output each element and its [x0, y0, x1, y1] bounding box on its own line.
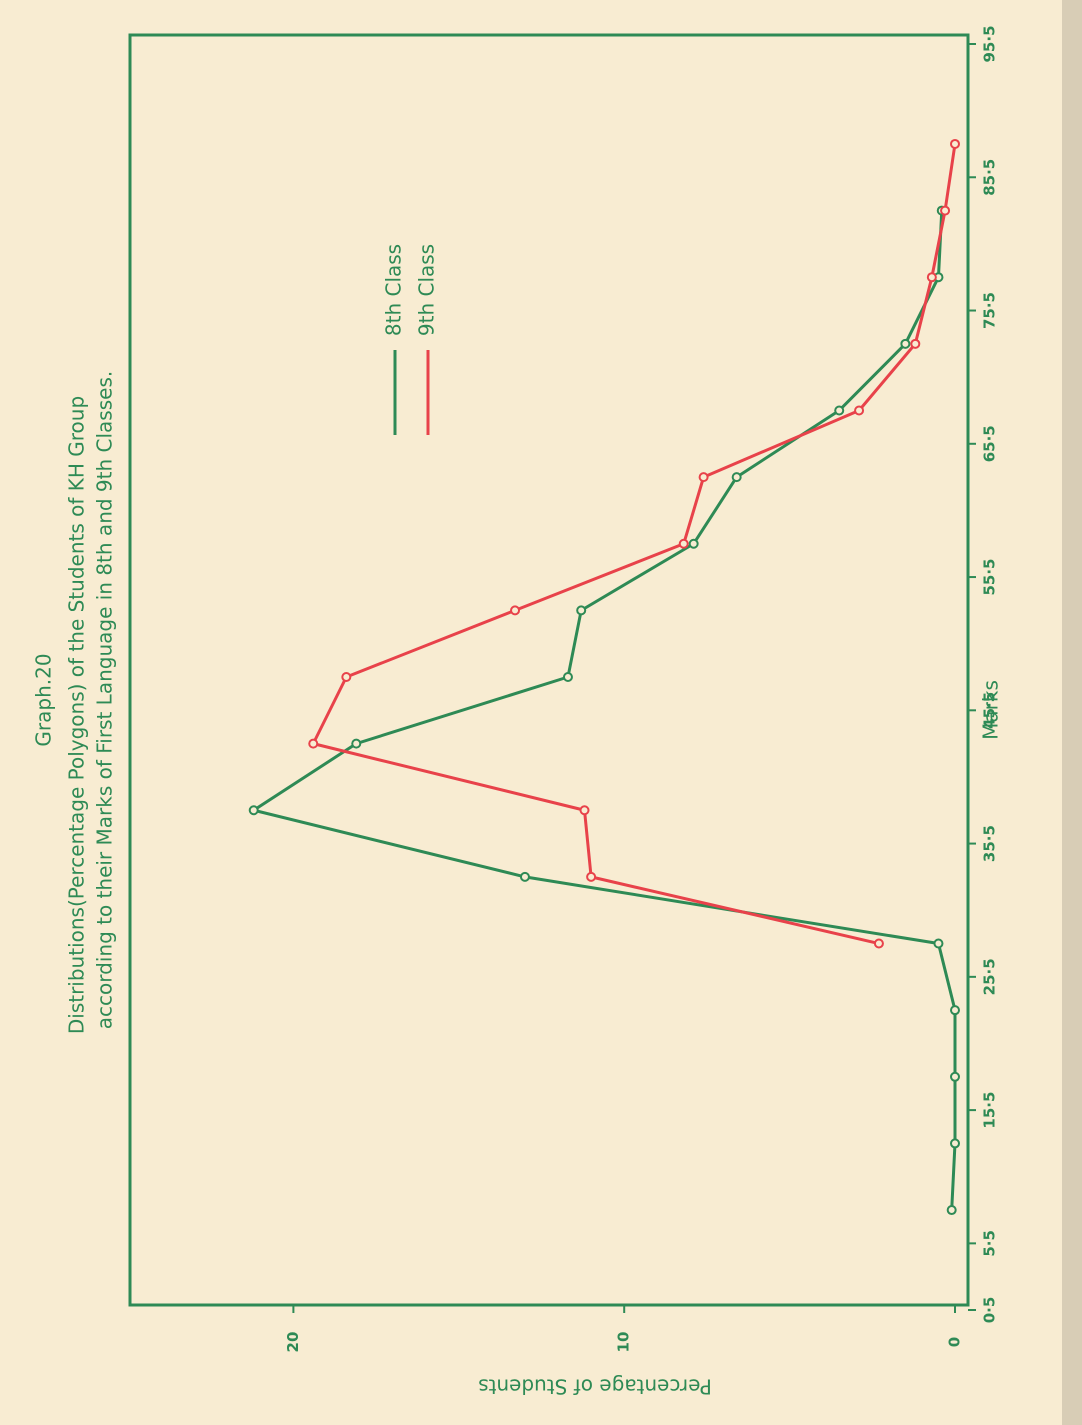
data-point	[950, 1071, 960, 1082]
data-point	[510, 605, 521, 616]
data-point	[854, 405, 865, 416]
data-point	[933, 938, 944, 949]
x-axis-label: Marks	[979, 680, 1003, 740]
chart-subtitle: Distributions(Percentage Polygons) of th…	[65, 396, 89, 1034]
data-point	[248, 805, 259, 816]
y-tick-label: 0	[946, 1337, 964, 1347]
legend-label: 9th Class	[415, 244, 439, 336]
series-line	[252, 210, 957, 1211]
data-point	[308, 738, 319, 749]
data-point	[940, 205, 951, 216]
data-point	[950, 1138, 960, 1149]
data-point	[519, 871, 530, 882]
data-point	[341, 672, 352, 682]
data-point	[926, 272, 937, 283]
x-tick-label: 95·5	[981, 25, 999, 62]
data-point	[834, 405, 845, 416]
data-point	[910, 338, 921, 349]
y-tick-label: 10	[615, 1332, 633, 1353]
x-tick-label: 85·5	[981, 159, 999, 196]
x-tick-label: 15·5	[981, 1092, 999, 1129]
data-point	[873, 938, 884, 949]
x-tick-label: 5·5	[981, 1230, 999, 1257]
data-point	[586, 871, 597, 882]
data-point	[579, 805, 590, 816]
data-point	[950, 1005, 960, 1016]
page-edge	[1062, 0, 1082, 1425]
data-point	[576, 605, 587, 616]
data-point	[698, 472, 709, 483]
x-tick-label: 65·5	[981, 425, 999, 462]
x-tick-label: 75·5	[981, 292, 999, 329]
data-point	[731, 472, 742, 483]
x-tick-label: 35·5	[981, 825, 999, 862]
series-line	[311, 143, 957, 945]
data-point	[946, 1205, 957, 1216]
data-point	[950, 138, 960, 149]
x-tick-label: 0·5	[981, 1297, 999, 1324]
plot-frame	[128, 33, 970, 1307]
chart-subtitle: according to their Marks of First Langua…	[93, 371, 117, 1029]
data-point	[562, 672, 573, 682]
x-tick-label: 45·5	[981, 692, 999, 729]
data-point	[900, 338, 911, 349]
data-point	[688, 538, 699, 549]
y-tick-label: 20	[284, 1332, 302, 1353]
chart-title: Graph.20	[32, 653, 56, 746]
data-point	[678, 538, 689, 549]
legend-label: 8th Class	[382, 244, 406, 336]
data-point	[351, 738, 362, 749]
x-tick-label: 55·5	[981, 559, 999, 596]
y-axis-label: Percentage of Students	[478, 1375, 712, 1399]
x-tick-label: 25·5	[981, 958, 999, 995]
